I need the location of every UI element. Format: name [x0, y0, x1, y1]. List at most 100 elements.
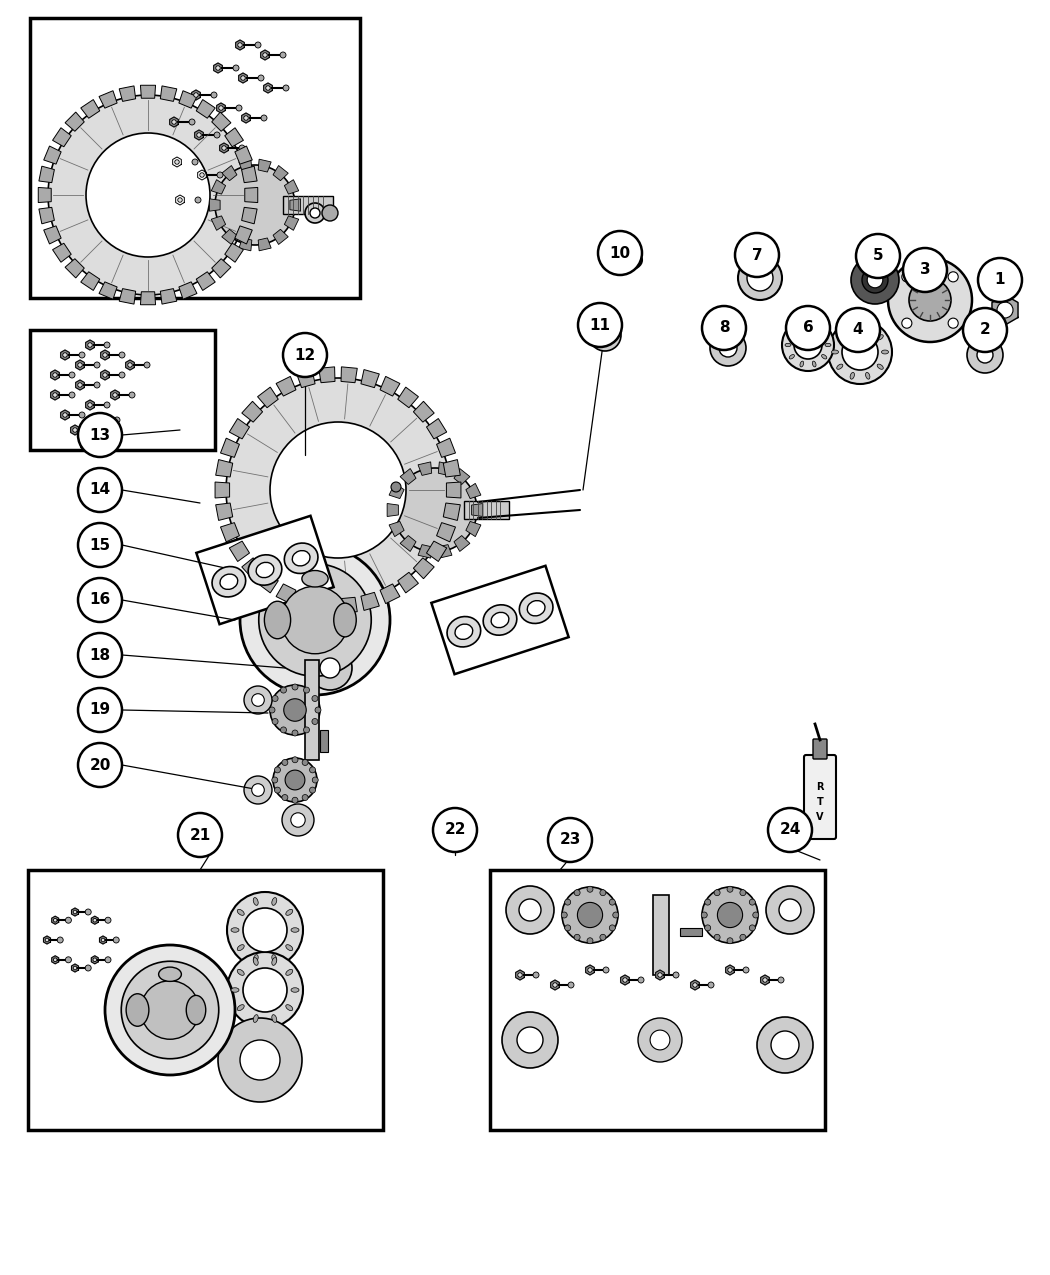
Polygon shape	[258, 159, 271, 172]
Circle shape	[828, 320, 892, 384]
Circle shape	[735, 233, 779, 277]
Circle shape	[856, 235, 900, 278]
Polygon shape	[655, 970, 665, 980]
Circle shape	[714, 890, 720, 896]
Circle shape	[89, 427, 94, 434]
Circle shape	[88, 403, 92, 407]
Ellipse shape	[302, 570, 328, 586]
Circle shape	[211, 92, 217, 98]
Polygon shape	[81, 272, 100, 291]
Circle shape	[976, 347, 993, 363]
Circle shape	[112, 393, 118, 398]
Polygon shape	[229, 541, 250, 561]
Text: 7: 7	[752, 247, 762, 263]
Circle shape	[302, 794, 308, 801]
Circle shape	[757, 1017, 813, 1074]
Ellipse shape	[272, 1015, 277, 1023]
Polygon shape	[81, 99, 100, 119]
Circle shape	[99, 442, 105, 448]
Circle shape	[281, 586, 349, 654]
Circle shape	[284, 333, 327, 377]
Ellipse shape	[491, 612, 509, 627]
Polygon shape	[726, 965, 734, 975]
Polygon shape	[297, 370, 315, 388]
Ellipse shape	[272, 955, 277, 963]
Circle shape	[214, 133, 220, 138]
Text: R: R	[816, 782, 824, 792]
Ellipse shape	[285, 543, 318, 574]
Polygon shape	[197, 170, 207, 180]
Ellipse shape	[237, 945, 245, 951]
Circle shape	[239, 145, 245, 150]
Circle shape	[54, 958, 57, 961]
Circle shape	[196, 133, 202, 138]
Polygon shape	[39, 166, 55, 182]
Text: 24: 24	[779, 822, 801, 838]
Polygon shape	[380, 584, 400, 603]
Polygon shape	[400, 468, 416, 484]
Ellipse shape	[850, 325, 855, 332]
Polygon shape	[71, 908, 79, 915]
Ellipse shape	[790, 332, 795, 335]
Polygon shape	[466, 483, 481, 499]
Polygon shape	[264, 83, 272, 93]
Polygon shape	[38, 187, 51, 203]
Circle shape	[128, 363, 132, 367]
Bar	[490, 870, 825, 1130]
Polygon shape	[76, 380, 84, 390]
Polygon shape	[285, 180, 299, 194]
Polygon shape	[215, 459, 233, 477]
Circle shape	[272, 695, 278, 701]
Bar	[680, 928, 702, 936]
Polygon shape	[52, 128, 71, 147]
Circle shape	[292, 683, 298, 690]
Circle shape	[270, 422, 406, 558]
Polygon shape	[238, 159, 252, 172]
Circle shape	[702, 887, 758, 944]
Circle shape	[771, 1031, 799, 1060]
Circle shape	[52, 393, 58, 398]
Polygon shape	[91, 917, 99, 924]
Polygon shape	[242, 113, 250, 122]
Ellipse shape	[877, 335, 883, 340]
FancyBboxPatch shape	[804, 755, 836, 839]
Circle shape	[728, 968, 732, 973]
Ellipse shape	[292, 551, 310, 566]
Polygon shape	[219, 143, 228, 153]
Polygon shape	[398, 572, 419, 593]
Text: 21: 21	[189, 827, 211, 843]
Circle shape	[782, 319, 834, 371]
Ellipse shape	[800, 361, 803, 367]
Circle shape	[222, 145, 226, 150]
Circle shape	[315, 708, 321, 713]
Polygon shape	[341, 367, 357, 382]
Circle shape	[284, 85, 289, 91]
Circle shape	[587, 886, 593, 892]
Circle shape	[86, 133, 210, 258]
Circle shape	[963, 309, 1007, 352]
Polygon shape	[91, 956, 99, 964]
Polygon shape	[443, 504, 460, 520]
Polygon shape	[297, 593, 315, 611]
Text: 16: 16	[89, 593, 110, 607]
Circle shape	[393, 468, 477, 552]
Polygon shape	[126, 360, 134, 370]
Ellipse shape	[877, 365, 883, 370]
Polygon shape	[50, 390, 60, 400]
Ellipse shape	[882, 351, 888, 354]
Polygon shape	[438, 462, 452, 476]
Circle shape	[236, 105, 242, 111]
Polygon shape	[691, 980, 699, 989]
Circle shape	[517, 1026, 543, 1053]
Polygon shape	[586, 965, 594, 975]
Polygon shape	[43, 936, 50, 944]
Circle shape	[258, 564, 372, 676]
Circle shape	[240, 544, 390, 695]
Ellipse shape	[231, 988, 239, 992]
Circle shape	[727, 886, 733, 892]
Polygon shape	[101, 351, 109, 360]
Polygon shape	[242, 166, 257, 182]
Circle shape	[252, 784, 265, 797]
Polygon shape	[550, 980, 560, 989]
Ellipse shape	[455, 623, 472, 639]
